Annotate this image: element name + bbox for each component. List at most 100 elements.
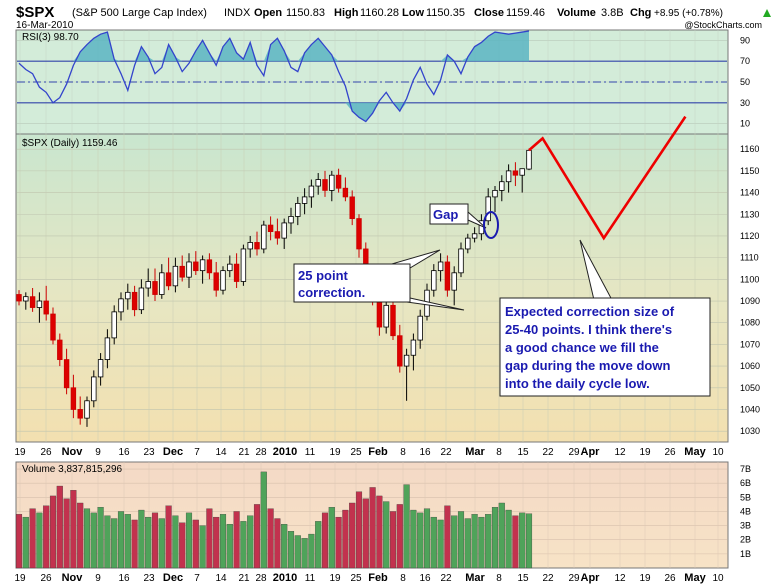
volume-bar (247, 515, 254, 569)
candle-body (417, 315, 423, 341)
price-candle (70, 374, 77, 419)
price-candle (97, 353, 104, 386)
low-label: Low (402, 7, 424, 19)
price-tick-label: 1070 (740, 339, 760, 349)
volume-bar (63, 498, 70, 569)
volume-bar (519, 512, 526, 569)
candle-body (131, 291, 138, 311)
price-candle (444, 255, 451, 297)
price-candle (240, 244, 247, 286)
volume-bar (423, 508, 431, 569)
x-tick-label: 2010 (273, 446, 297, 458)
price-candle (397, 324, 403, 373)
rsi-line (18, 30, 530, 123)
price-candle (335, 168, 342, 193)
volume-axis: 7B 6B 5B 4B 3B 2B 1B (740, 464, 751, 559)
chart-date: 16-Mar-2010 (16, 20, 74, 31)
price-candle (247, 235, 253, 258)
gap-text: Gap (433, 207, 458, 222)
price-candle (301, 188, 308, 215)
x-tick-label: 21 (238, 573, 250, 584)
price-candle (220, 266, 226, 295)
volume-bar (410, 509, 417, 569)
price-candle (57, 333, 63, 367)
volume-bar (124, 514, 131, 569)
candle-body (111, 311, 117, 339)
volume-bar (444, 505, 451, 569)
x-tick-label: 26 (664, 447, 676, 458)
volume-bar (83, 508, 91, 569)
x-tick-label: 22 (440, 447, 452, 458)
expected-line-3: a good chance we fill the (505, 340, 659, 355)
price-candle (288, 207, 294, 234)
candle-body (138, 287, 145, 311)
volume-bar (43, 505, 50, 569)
x-tick-label: 10 (712, 447, 724, 458)
rsi-overbought-fill (19, 31, 529, 62)
candle-body (77, 409, 83, 419)
candle-body (376, 300, 383, 328)
candle-body (254, 242, 260, 250)
price-candle (499, 175, 505, 202)
x-tick-label: 22 (440, 573, 452, 584)
candle-body (267, 224, 274, 233)
x-tick-label: 19 (639, 447, 651, 458)
candle-body (301, 196, 308, 204)
price-tick-label: 1130 (740, 209, 759, 219)
x-tick-label: Apr (581, 572, 601, 584)
candle-body (261, 224, 267, 250)
candle-body (444, 261, 451, 291)
gap-pointer (467, 210, 487, 229)
candle-body (227, 263, 233, 272)
high-label: High (334, 7, 359, 19)
candle-body (125, 291, 131, 300)
price-candle (437, 253, 444, 282)
candle-body (274, 231, 281, 239)
price-candle (206, 253, 213, 280)
price-candle (254, 231, 260, 256)
x-tick-label: 15 (517, 573, 529, 584)
price-tick-label: 1060 (740, 361, 760, 371)
price-candle (159, 264, 165, 299)
price-candle (50, 307, 56, 345)
candle-body (458, 248, 464, 274)
x-tick-label: Apr (581, 446, 601, 458)
x-tick-label: 2010 (273, 572, 297, 584)
price-candle (104, 329, 111, 369)
x-tick-label: 8 (400, 447, 406, 458)
x-tick-label: 15 (517, 447, 529, 458)
volume-bar (111, 518, 118, 569)
gap-circle (483, 211, 499, 239)
rsi-tick-label: 70 (740, 56, 750, 66)
volume-bar (349, 502, 356, 569)
volume-bar (36, 512, 43, 569)
expected-line-5: into the daily cycle low. (505, 376, 650, 391)
volume-bar (396, 504, 403, 569)
candle-body (437, 261, 444, 272)
price-axis: 1160 1150 1140 1130 1120 1110 1100 1090 1080 1070… (740, 144, 760, 436)
volume-bar (403, 484, 410, 569)
x-tick-label: 26 (40, 447, 52, 458)
price-candle (84, 396, 90, 427)
chart-header: $SPX (S&P 500 Large Cap Index) INDX 16-M… (16, 4, 771, 31)
price-candle (505, 164, 512, 193)
price-tick-label: 1140 (740, 188, 759, 198)
x-tick-label: 8 (496, 447, 502, 458)
close-value: 1159.46 (506, 7, 545, 19)
candle-body (193, 261, 199, 272)
volume-bar (389, 511, 397, 569)
candle-body (397, 335, 403, 367)
candle-body (329, 174, 335, 191)
candle-body (465, 237, 471, 250)
price-tick-label: 1160 (740, 144, 759, 154)
candle-body (492, 189, 498, 198)
price-candle (233, 253, 240, 288)
volume-bar (165, 505, 172, 569)
volume-bar (281, 524, 288, 569)
price-candle (186, 253, 192, 288)
candle-body (213, 272, 219, 291)
x-tick-label: 19 (329, 573, 341, 584)
volume-bar (56, 485, 63, 569)
volume-bar (15, 514, 23, 569)
volume-bar (437, 519, 444, 569)
